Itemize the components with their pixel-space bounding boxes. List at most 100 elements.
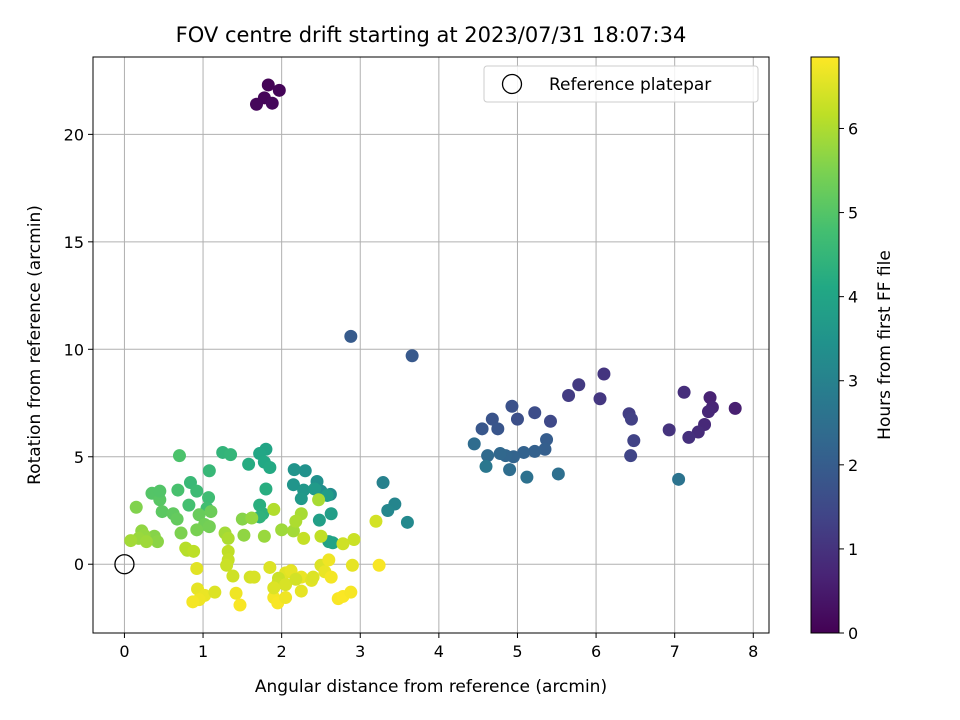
data-point bbox=[267, 502, 281, 516]
reference-platepar-marker bbox=[114, 554, 135, 575]
data-point bbox=[294, 492, 308, 506]
data-point bbox=[503, 463, 517, 477]
data-point bbox=[124, 534, 138, 548]
data-point bbox=[479, 459, 493, 473]
data-point bbox=[187, 544, 201, 558]
legend: Reference platepar bbox=[483, 65, 759, 103]
data-point bbox=[336, 537, 350, 551]
chart-title: FOV centre drift starting at 2023/07/31 … bbox=[176, 23, 687, 47]
data-point bbox=[308, 482, 322, 496]
reference-marker bbox=[114, 554, 135, 575]
colorbar: 0 1 2 3 4 5 6 bbox=[810, 56, 858, 643]
data-point bbox=[261, 78, 275, 92]
colorbar-tick-label: 1 bbox=[848, 540, 858, 559]
data-point bbox=[279, 591, 293, 605]
data-point bbox=[400, 515, 414, 529]
x-axis-label: Angular distance from reference (arcmin) bbox=[255, 677, 607, 697]
data-point bbox=[153, 484, 167, 498]
data-point bbox=[344, 585, 358, 599]
data-point bbox=[226, 569, 240, 583]
data-point bbox=[289, 514, 303, 528]
x-tick-label: 4 bbox=[434, 642, 444, 661]
y-tick-label: 10 bbox=[64, 340, 84, 359]
data-point bbox=[129, 500, 143, 514]
data-point bbox=[265, 96, 279, 110]
legend-entry-reference: Reference platepar bbox=[549, 75, 711, 95]
data-point bbox=[597, 367, 611, 381]
data-point bbox=[247, 570, 261, 584]
data-point bbox=[204, 505, 218, 519]
x-tick-label: 3 bbox=[355, 642, 365, 661]
data-point bbox=[372, 558, 386, 572]
data-point bbox=[475, 422, 489, 436]
data-point bbox=[233, 598, 247, 612]
data-point bbox=[728, 401, 742, 415]
data-point bbox=[297, 531, 311, 545]
data-point bbox=[202, 491, 216, 505]
colorbar-tick-label: 4 bbox=[848, 288, 858, 307]
data-point bbox=[662, 423, 676, 437]
data-point bbox=[624, 449, 638, 463]
grid-lines bbox=[93, 57, 769, 633]
data-point bbox=[202, 464, 216, 478]
data-point bbox=[520, 470, 534, 484]
y-tick-label: 0 bbox=[74, 555, 84, 574]
data-point bbox=[312, 513, 326, 527]
y-tick-label: 5 bbox=[74, 448, 84, 467]
data-point bbox=[242, 457, 256, 471]
data-point bbox=[182, 498, 196, 512]
data-point bbox=[272, 83, 286, 97]
data-point bbox=[345, 558, 359, 572]
colorbar-tick-label: 5 bbox=[848, 204, 858, 223]
data-point bbox=[485, 412, 499, 426]
scatter-points bbox=[124, 78, 742, 612]
x-tick-label: 2 bbox=[277, 642, 287, 661]
data-point bbox=[682, 430, 696, 444]
data-point bbox=[677, 385, 691, 399]
data-point bbox=[235, 512, 249, 526]
data-point bbox=[691, 425, 705, 439]
legend-box bbox=[483, 65, 759, 103]
data-point bbox=[347, 533, 361, 547]
data-point bbox=[551, 467, 565, 481]
data-point bbox=[171, 483, 185, 497]
data-point bbox=[493, 447, 507, 461]
data-point bbox=[174, 526, 188, 540]
data-point bbox=[528, 444, 542, 458]
x-tick-label: 8 bbox=[748, 642, 758, 661]
data-point bbox=[326, 536, 340, 550]
data-point bbox=[249, 97, 263, 111]
data-point bbox=[314, 529, 328, 543]
data-point bbox=[543, 414, 557, 428]
data-point bbox=[672, 472, 686, 486]
data-point bbox=[505, 399, 519, 413]
data-point bbox=[510, 412, 524, 426]
data-point bbox=[220, 558, 234, 572]
legend-reference-marker bbox=[501, 73, 523, 95]
data-point bbox=[190, 523, 204, 537]
data-point bbox=[562, 389, 576, 403]
data-point bbox=[190, 562, 204, 576]
colorbar-tick-label: 3 bbox=[848, 372, 858, 391]
data-point bbox=[192, 508, 206, 522]
plot-frame bbox=[92, 56, 770, 634]
colorbar-gradient bbox=[810, 56, 840, 634]
x-tick-label: 5 bbox=[512, 642, 522, 661]
y-tick-label: 15 bbox=[64, 233, 84, 252]
data-point bbox=[344, 329, 358, 343]
colorbar-label: Hours from first FF file bbox=[875, 250, 895, 440]
data-point bbox=[150, 535, 164, 549]
data-point bbox=[139, 535, 153, 549]
data-point bbox=[538, 442, 552, 456]
data-point bbox=[155, 505, 169, 519]
data-point bbox=[279, 578, 293, 592]
data-point bbox=[312, 493, 326, 507]
data-point bbox=[229, 586, 243, 600]
data-point bbox=[259, 482, 273, 496]
data-point bbox=[170, 512, 184, 526]
y-axis-label: Rotation from reference (arcmin) bbox=[25, 205, 45, 485]
data-point bbox=[172, 449, 186, 463]
data-point bbox=[257, 529, 271, 543]
colorbar-tick-label: 6 bbox=[848, 119, 858, 138]
data-point bbox=[289, 572, 303, 586]
